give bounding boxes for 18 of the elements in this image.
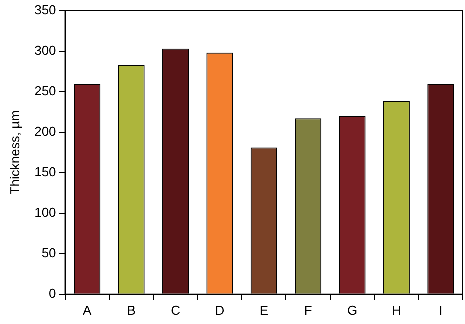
y-tick-label: 100	[34, 204, 56, 220]
x-tick-label: F	[304, 302, 312, 318]
y-tick-label: 150	[34, 164, 56, 180]
y-tick-label: 50	[42, 245, 56, 260]
y-axis-title: Thickness, µm	[7, 110, 22, 195]
x-tick-label: G	[347, 302, 358, 318]
y-tick-label: 350	[34, 2, 56, 18]
x-tick-label: E	[260, 302, 269, 318]
x-tick-label: A	[83, 302, 92, 318]
x-tick-label: I	[439, 302, 443, 318]
x-tick-label: H	[392, 302, 402, 318]
y-tick-label: 0	[49, 286, 56, 301]
y-tick-label: 200	[34, 124, 56, 139]
y-tick-label: 300	[34, 42, 56, 58]
y-tick-label: 250	[34, 83, 56, 98]
x-tick-label: C	[171, 302, 180, 318]
x-tick-label: B	[127, 302, 136, 318]
x-tick-label: D	[215, 302, 225, 318]
